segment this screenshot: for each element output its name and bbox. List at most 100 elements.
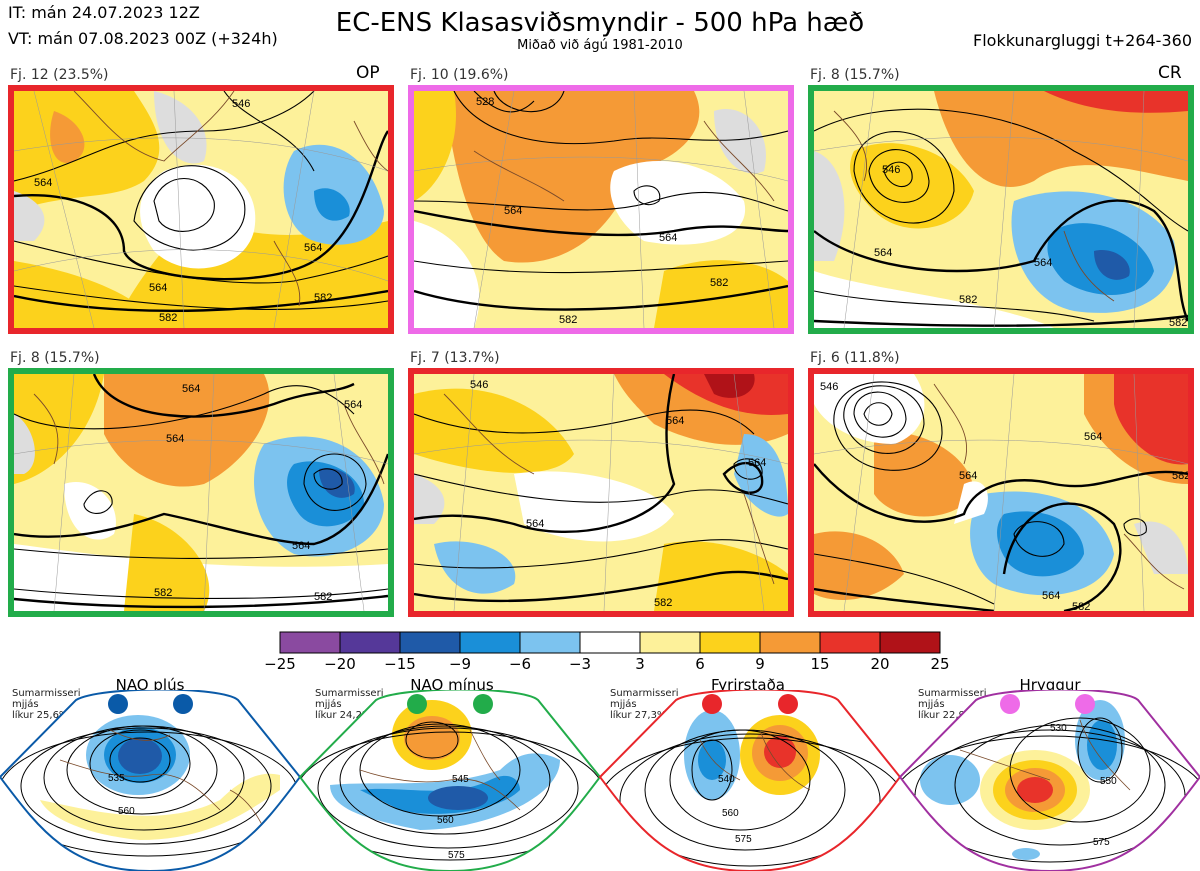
contour-label: 545 xyxy=(452,774,469,785)
cluster-map-3: 546 564 564 582 582 xyxy=(808,85,1194,334)
contour-label: 564 xyxy=(304,242,322,254)
colorbar-swatch xyxy=(579,631,641,654)
contour-label: 582 xyxy=(1172,470,1188,482)
contour-label: 564 xyxy=(1034,257,1052,269)
regime-maps: 535 560 545 560 575 xyxy=(0,690,1200,871)
colorbar-tick-label: 3 xyxy=(635,655,645,673)
contour-label: 575 xyxy=(448,850,465,861)
colorbar-tick-label: 15 xyxy=(810,655,830,673)
contour-label: 582 xyxy=(1169,317,1187,328)
contour-label: 582 xyxy=(314,591,332,603)
colorbar-tick-label: −9 xyxy=(448,655,472,673)
colorbar-tick-label: −6 xyxy=(508,655,532,673)
cluster-map-6: 546 564 564 564 582 582 xyxy=(808,368,1194,617)
colorbar-swatch xyxy=(879,631,941,654)
colorbar-swatch xyxy=(699,631,761,654)
contour-label: 564 xyxy=(659,232,677,244)
valid-time: VT: mán 07.08.2023 00Z (+324h) xyxy=(8,29,278,48)
contour-label: 564 xyxy=(874,247,892,259)
colorbar-tick-label: −25 xyxy=(264,655,296,673)
panel-6-label: Fj. 6 (11.8%) xyxy=(810,350,900,366)
contour-label: 582 xyxy=(559,314,577,326)
contour-label: 582 xyxy=(154,587,172,599)
contour-label: 564 xyxy=(182,383,200,395)
panel-2-label: Fj. 10 (19.6%) xyxy=(410,67,509,83)
page-title: EC-ENS Klasasviðsmyndir - 500 hPa hæð xyxy=(335,8,865,38)
panel-4-label: Fj. 8 (15.7%) xyxy=(10,350,100,366)
regime-2-name: NAO mínus xyxy=(410,676,494,694)
months-text: mjjás xyxy=(918,699,945,710)
issue-time: IT: mán 24.07.2023 12Z xyxy=(8,3,200,22)
season-text: Sumarmisseri xyxy=(12,688,81,699)
colorbar xyxy=(278,631,944,659)
contour-label: 582 xyxy=(959,294,977,306)
contour-label: 546 xyxy=(232,98,250,110)
colorbar-tick-label: −3 xyxy=(568,655,592,673)
regime-4-note: Sumarmisseri mjjás líkur 22,9% xyxy=(918,688,986,721)
contour-label: 564 xyxy=(504,205,522,217)
season-text: Sumarmisseri xyxy=(315,688,384,699)
colorbar-swatch xyxy=(759,631,821,654)
contour-label: 560 xyxy=(722,808,739,819)
colorbar-tick-label: −20 xyxy=(324,655,356,673)
colorbar-ticks: −25 −20 −15 −9 −6 −3 3 6 9 15 20 25 xyxy=(0,656,1200,676)
contour-label: 582 xyxy=(710,277,728,289)
colorbar-tick-label: 25 xyxy=(930,655,950,673)
season-text: Sumarmisseri xyxy=(610,688,679,699)
contour-label: 564 xyxy=(748,457,766,469)
regime-map-blocking xyxy=(600,690,900,871)
contour-label: 575 xyxy=(735,834,752,845)
contour-label: 546 xyxy=(882,164,900,176)
regime-1-name: NAO plús xyxy=(115,676,185,694)
colorbar-swatch xyxy=(279,631,341,654)
regime-map-nao-minus xyxy=(300,690,600,871)
panel-1-label: Fj. 12 (23.5%) xyxy=(10,67,109,83)
colorbar-tick-label: 6 xyxy=(695,655,705,673)
regime-map-ridge xyxy=(900,690,1200,871)
colorbar-swatch xyxy=(819,631,881,654)
likelihood-text: líkur 24,2% xyxy=(315,710,372,721)
months-text: mjjás xyxy=(315,699,342,710)
page-subtitle: Miðað við ágú 1981-2010 xyxy=(517,38,683,53)
regime-3-note: Sumarmisseri mjjás líkur 27,3% xyxy=(610,688,678,721)
colorbar-swatch xyxy=(519,631,581,654)
contour-label: 582 xyxy=(159,312,177,324)
contour-label: 564 xyxy=(292,540,310,552)
contour-label: 564 xyxy=(526,518,544,530)
contour-label: 546 xyxy=(470,379,488,391)
contour-label: 564 xyxy=(34,177,52,189)
contour-label: 564 xyxy=(1084,431,1102,443)
contour-label: 546 xyxy=(820,381,838,393)
contour-label: 535 xyxy=(108,773,125,784)
panel-5-label: Fj. 7 (13.7%) xyxy=(410,350,500,366)
colorbar-tick-label: 20 xyxy=(870,655,890,673)
months-text: mjjás xyxy=(12,699,39,710)
likelihood-text: líkur 22,9% xyxy=(918,710,975,721)
colorbar-swatch xyxy=(459,631,521,654)
contour-label: 564 xyxy=(166,433,184,445)
contour-label: 564 xyxy=(666,415,684,427)
contour-label: 564 xyxy=(344,399,362,411)
colorbar-tick-label: −15 xyxy=(384,655,416,673)
season-text: Sumarmisseri xyxy=(918,688,987,699)
colorbar-swatch xyxy=(399,631,461,654)
regime-3-name: Fyrirstaða xyxy=(711,676,785,694)
panel-1-tag: OP xyxy=(356,63,380,83)
contour-label: 582 xyxy=(314,292,332,304)
likelihood-text: líkur 27,3% xyxy=(610,710,667,721)
regime-map-nao-plus xyxy=(0,690,300,871)
contour-label: 560 xyxy=(437,815,454,826)
panel-3-tag: CR xyxy=(1158,63,1182,83)
contour-label: 530 xyxy=(1050,723,1067,734)
classification-window: Flokkunargluggi t+264-360 xyxy=(973,31,1192,50)
contour-label: 582 xyxy=(654,597,672,609)
contour-label: 575 xyxy=(1093,837,1110,848)
contour-label: 564 xyxy=(1042,590,1060,602)
cluster-map-4: 564 564 564 564 582 582 xyxy=(8,368,394,617)
panel-3-label: Fj. 8 (15.7%) xyxy=(810,67,900,83)
contour-label: 528 xyxy=(476,96,494,108)
cluster-map-2: 528 564 564 582 582 xyxy=(408,85,794,334)
colorbar-tick-label: 9 xyxy=(755,655,765,673)
contour-label: 550 xyxy=(1100,776,1117,787)
likelihood-text: líkur 25,6% xyxy=(12,710,69,721)
